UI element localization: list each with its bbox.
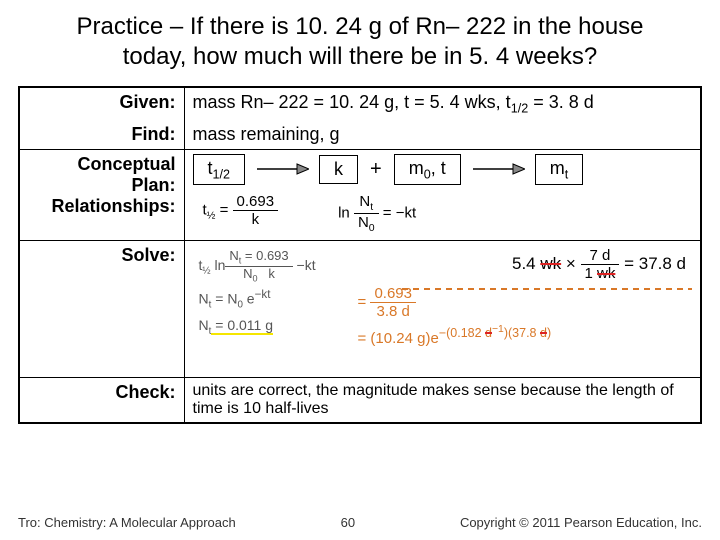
title-line-2: today, how much will there be in 5. 4 we… <box>123 43 597 70</box>
title-line-1: Practice – If there is 10. 24 g of Rn– 2… <box>76 13 643 40</box>
plan-box-thalf: t1/2 <box>193 154 246 186</box>
find-row: Find: mass remaining, g <box>19 120 701 150</box>
given-sub: 1/2 <box>511 102 529 116</box>
given-row: Given: mass Rn– 222 = 10. 24 g, t = 5. 4… <box>19 87 701 120</box>
given-label: Given: <box>119 92 175 112</box>
conceptual-plan-diagram: t1/2 k + m0, t mt <box>193 154 693 186</box>
solve-label: Solve: <box>121 245 175 265</box>
solve-grey-line-1: t½ lnNt = 0.693N0 k −kt <box>199 249 316 283</box>
footer-copyright: Copyright © 2011 Pearson Education, Inc. <box>460 515 702 530</box>
solve-grey-column: t½ lnNt = 0.693N0 k −kt Nt = N0 e−kt Nt … <box>199 249 316 343</box>
find-label: Find: <box>132 124 176 144</box>
footer-left: Tro: Chemistry: A Molecular Approach <box>18 515 236 530</box>
slide-footer: Tro: Chemistry: A Molecular Approach 60 … <box>18 515 702 530</box>
find-text: mass remaining, g <box>193 124 340 144</box>
solve-grey-line-3: Nt = 0.011 g <box>199 318 316 338</box>
slide-title: Practice – If there is 10. 24 g of Rn– 2… <box>18 12 702 72</box>
rel-eq-1: t½ = 0.693k <box>203 193 279 234</box>
check-text: units are correct, the magnitude makes s… <box>193 382 674 417</box>
solve-grey-line-2: Nt = N0 e−kt <box>199 289 316 311</box>
given-text2: = 3. 8 d <box>528 92 594 112</box>
solve-workarea: t½ lnNt = 0.693N0 k −kt Nt = N0 e−kt Nt … <box>193 245 693 373</box>
arrow-icon <box>471 160 525 178</box>
plan-label-3: Relationships: <box>51 196 175 216</box>
arrow-icon <box>255 160 309 178</box>
given-text: mass Rn– 222 = 10. 24 g, t = 5. 4 wks, t <box>193 92 511 112</box>
solve-orange-line-2: = (10.24 g)e−(0.182 d−1)(37.8 d) <box>358 324 552 347</box>
plan-label-2: Plan: <box>131 175 175 195</box>
plan-box-k: k <box>319 155 358 184</box>
solve-orange-line-1: = 0.6933.8 d <box>358 285 552 320</box>
check-row: Check: units are correct, the magnitude … <box>19 378 701 424</box>
rel-eq-2: ln NtN0 = −kt <box>338 193 416 234</box>
plus-symbol: + <box>370 158 382 181</box>
relationships-equations: t½ = 0.693k ln NtN0 = −kt <box>203 191 693 236</box>
solve-row: Solve: t½ lnNt = 0.693N0 k −kt Nt = N0 e… <box>19 241 701 378</box>
plan-row: Conceptual Plan: Relationships: t1/2 k +… <box>19 149 701 241</box>
plan-box-mt: mt <box>535 154 584 186</box>
solution-table: Given: mass Rn– 222 = 10. 24 g, t = 5. 4… <box>18 86 702 424</box>
plan-label-1: Conceptual <box>77 154 175 174</box>
footer-page-number: 60 <box>341 515 355 530</box>
solve-orange-column: = 0.6933.8 d = (10.24 g)e−(0.182 d−1)(37… <box>358 285 552 351</box>
plan-box-m0t: m0, t <box>394 154 461 186</box>
solve-unit-conversion: 5.4 wk × 7 d1 wk = 37.8 d <box>512 247 686 282</box>
check-label: Check: <box>115 382 175 402</box>
